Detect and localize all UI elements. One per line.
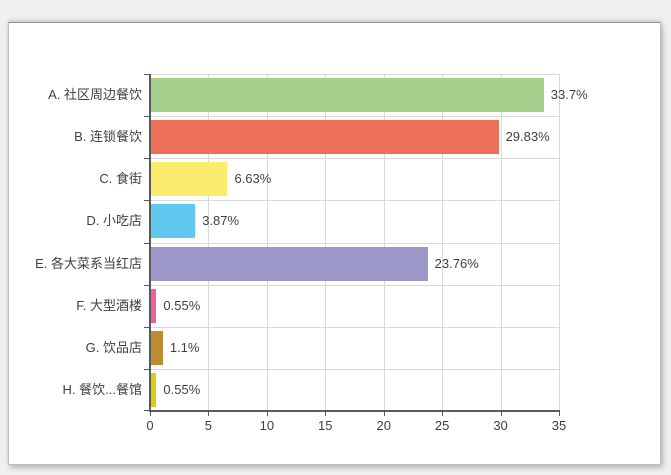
bar[interactable] <box>150 288 157 323</box>
x-tick-label: 0 <box>146 418 154 433</box>
gridline-horizontal <box>150 116 559 118</box>
chart-window: A. 社区周边餐饮 B. 连锁餐饮 C. 食街 D. 小吃店 E. 各大菜系当红店 F. … <box>8 22 661 465</box>
x-axis-tick <box>266 412 268 416</box>
bar[interactable] <box>150 330 163 365</box>
x-axis-tick <box>325 412 327 416</box>
category-label: F. 大型酒楼 <box>76 297 142 313</box>
value-label: 0.55% <box>163 297 201 313</box>
bar[interactable] <box>150 78 544 113</box>
x-axis-tick <box>442 412 444 416</box>
category-label: B. 连锁餐饮 <box>74 129 142 145</box>
x-tick-label: 35 <box>551 418 567 433</box>
y-axis-tick <box>144 200 149 202</box>
x-axis-tick <box>383 412 385 416</box>
value-label: 1.1% <box>169 339 200 355</box>
x-axis-tick <box>150 412 151 416</box>
value-label: 23.76% <box>434 255 479 271</box>
category-label: H. 餐饮...餐馆 <box>62 381 142 397</box>
gridline-horizontal <box>150 242 559 244</box>
bar[interactable] <box>150 372 157 407</box>
value-label: 29.83% <box>505 129 550 145</box>
value-label: 0.55% <box>163 381 201 397</box>
x-tick-label: 15 <box>318 418 333 433</box>
category-label: G. 饮品店 <box>85 339 142 355</box>
bar[interactable] <box>150 120 499 155</box>
plot-area: 0 5 10 15 20 25 30 35 33.7% 29.83% 6.63% 3.87% 23.76… <box>144 74 588 433</box>
category-label: D. 小吃店 <box>86 213 142 229</box>
value-label: 33.7% <box>550 87 588 103</box>
gridline-horizontal <box>150 74 559 75</box>
y-axis-tick <box>144 368 149 370</box>
gridline-horizontal <box>150 200 559 202</box>
y-axis-tick <box>144 158 149 160</box>
category-label: C. 食街 <box>99 171 142 187</box>
x-axis-tick <box>559 412 560 416</box>
gridline-horizontal <box>150 158 559 160</box>
x-tick-label: 20 <box>376 418 391 433</box>
x-axis-line <box>149 410 560 412</box>
x-tick-label: 5 <box>204 418 213 433</box>
y-axis-tick <box>144 116 149 118</box>
y-axis-line <box>149 74 151 412</box>
x-tick-label: 10 <box>259 418 275 433</box>
y-axis-tick <box>144 284 149 286</box>
bar[interactable] <box>150 204 196 239</box>
category-label: E. 各大菜系当红店 <box>35 255 142 271</box>
gridline-horizontal <box>150 326 559 328</box>
gridline-horizontal <box>150 284 559 286</box>
bar[interactable] <box>150 246 428 281</box>
y-axis-tick <box>144 410 149 411</box>
x-axis-tick <box>208 412 210 416</box>
bar[interactable] <box>150 162 228 197</box>
y-axis-tick <box>144 242 149 244</box>
x-tick-label: 30 <box>493 418 508 433</box>
x-axis-tick <box>500 412 502 416</box>
category-label: A. 社区周边餐饮 <box>48 87 142 102</box>
x-tick-label: 25 <box>434 418 450 433</box>
y-axis-tick <box>144 326 149 328</box>
gridline-vertical <box>559 74 560 411</box>
gridline-horizontal <box>150 368 559 370</box>
y-axis-tick <box>144 74 149 75</box>
value-label: 6.63% <box>234 171 272 187</box>
category-axis-labels: A. 社区周边餐饮 B. 连锁餐饮 C. 食街 D. 小吃店 E. 各大菜系当红店 F. … <box>9 74 142 411</box>
value-label: 3.87% <box>202 213 240 229</box>
